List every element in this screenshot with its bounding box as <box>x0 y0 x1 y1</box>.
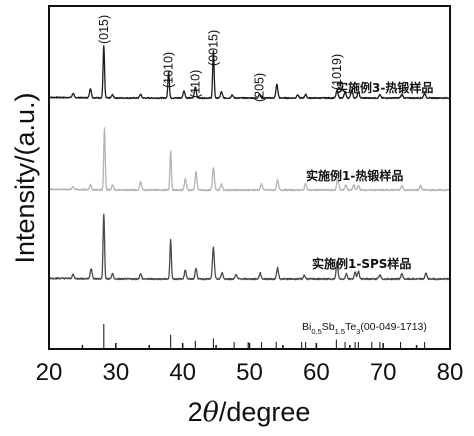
peak-label: (015) <box>97 15 111 44</box>
x-tick-label: 40 <box>169 359 196 386</box>
peak-label: (1019) <box>330 54 344 90</box>
series-layer <box>48 45 451 281</box>
x-tick-label: 50 <box>236 359 263 386</box>
x-tick-label: 30 <box>102 359 129 386</box>
reference-pattern <box>103 324 426 348</box>
x-tick-label: 80 <box>437 359 464 386</box>
series-name-2: 实施例1-热锻样品 <box>306 168 403 183</box>
peak-label: (205) <box>253 73 267 102</box>
peak-label: (110) <box>188 70 202 98</box>
x-axis-label: 2θ/degree <box>188 397 311 428</box>
y-axis-label: Intensity/(a.u.) <box>10 92 40 263</box>
x-tick-label: 70 <box>370 359 397 386</box>
peak-label: (1010) <box>162 52 176 88</box>
x-tick-label: 20 <box>36 359 63 386</box>
annotation-layer: (015) (1010) (110) (0015) (205) (1019) <box>97 15 344 102</box>
x-tick-label: 60 <box>303 359 330 386</box>
series-line-1 <box>48 45 451 100</box>
peak-label: (0015) <box>206 30 220 66</box>
series-name-3: 实施例1-SPS样品 <box>312 256 411 271</box>
series-line-3 <box>48 213 451 281</box>
x-axis-ticks: 20 30 40 50 60 70 80 <box>36 343 464 386</box>
series-line-2 <box>48 127 451 192</box>
ref-label: Bi0.5Sb1.5Te3(00-049-1713) <box>302 321 427 336</box>
series-name-1: 实施例3-热锻样品 <box>336 80 433 95</box>
